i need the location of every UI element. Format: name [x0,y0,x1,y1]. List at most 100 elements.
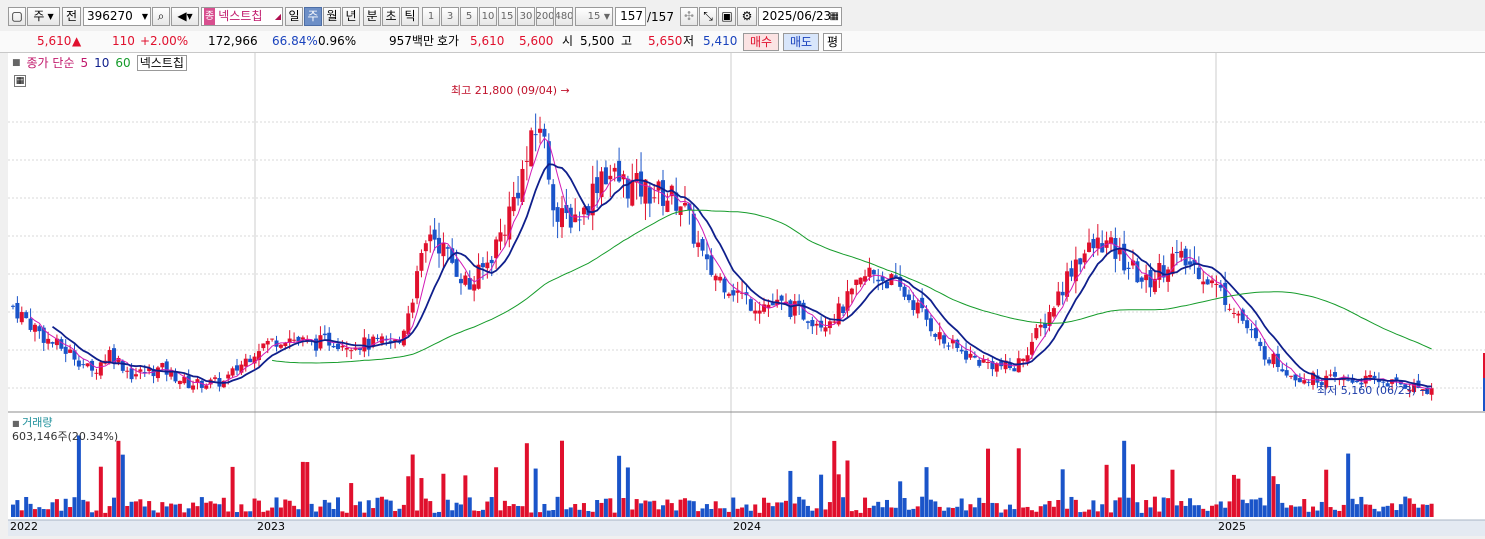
interval-button[interactable]: 480 [555,7,573,26]
period-tick-button[interactable]: 틱 [401,7,419,26]
volume-bar [573,504,578,517]
interval-button[interactable]: 200 [536,7,554,26]
candle-body [278,344,283,348]
gear-icon[interactable]: ⚙ [737,7,757,26]
volume-bar [520,506,525,517]
candle-body [573,214,578,223]
candle-body [726,293,731,296]
window-icon[interactable]: ▢ [8,7,26,26]
low-label: 저 [683,34,695,48]
candle-body [169,369,174,377]
candle-body [1429,388,1434,395]
volume-bar [1262,505,1267,517]
zoom-icon[interactable]: ⤡ [699,7,717,26]
volume-bar [748,510,753,517]
volume-bar [85,501,90,517]
period-day-button[interactable]: 일 [285,7,303,26]
candlestick-chart[interactable] [8,53,1485,536]
period-week-button[interactable]: 주 [304,7,322,26]
candle-body [1394,377,1399,380]
calendar-icon[interactable]: ▦ [829,11,839,22]
volume-bar [1412,503,1417,517]
volume-bar [542,503,547,517]
candle-body [1056,291,1061,306]
buy-button[interactable]: 매수 [743,33,779,51]
volume-bar [454,502,459,517]
volume-bar [986,448,991,517]
candle-body [1025,355,1030,362]
candle-body [1258,341,1263,347]
count-select[interactable]: 15 ▼ [575,7,613,26]
prev-button[interactable]: 전 [62,7,81,26]
interval-button[interactable]: 10 [479,7,497,26]
volume-bar [401,504,406,517]
volume-bar [1135,502,1140,517]
ma60-line [272,209,1432,364]
volume-bar [1091,500,1096,517]
sell-button[interactable]: 매도 [783,33,819,51]
volume-bar [1104,464,1109,517]
volume-title: ■ 거래량 [12,414,52,430]
position-input[interactable]: 157 [615,7,646,26]
interval-button[interactable]: 30 [517,7,535,26]
volume-bar [1416,507,1421,517]
volume-bar [639,503,644,517]
candle-body [1231,312,1236,314]
volume-bar [858,512,863,517]
candle-body [226,374,231,379]
volume-bar [766,502,771,517]
volume-bar [489,497,494,517]
candle-body [322,333,327,336]
volume-bar [1139,512,1144,517]
legend-ma5: 5 [80,56,89,70]
volume-bar [393,511,398,517]
candle-body [1183,248,1188,266]
volume-bar [415,510,420,517]
volume-bar [876,501,881,517]
candle-body [964,350,969,360]
candle-body [147,368,152,372]
chevron-down-icon[interactable]: ▼ [141,12,148,21]
interval-button[interactable]: 5 [460,7,478,26]
speaker-icon[interactable]: ◀▾ [171,7,199,26]
search-icon[interactable]: ⌕ [152,7,170,26]
volume-bar [775,502,780,517]
average-button[interactable]: 평 [823,33,842,51]
candle-body [1029,341,1034,355]
grid-toggle-icon[interactable]: ▦ [14,75,26,87]
volume-bar [11,504,15,517]
interval-button[interactable]: 3 [441,7,459,26]
period-second-button[interactable]: 초 [382,7,400,26]
candle-body [1332,372,1337,377]
candle-body [221,380,226,388]
date-input[interactable]: 2025/06/23 ▦ [758,7,842,26]
candle-body [1038,324,1043,328]
stock-name-field[interactable]: 종 넥스트칩 ◢ [201,7,283,26]
period-minute-button[interactable]: 분 [363,7,381,26]
candle-body [415,271,420,299]
volume-bar [608,498,613,517]
volume-bar [1003,509,1008,517]
candle-body [977,359,982,366]
candle-body [1236,313,1241,316]
volume-bar [309,503,314,517]
x-label: 2024 [733,520,761,533]
candle-body [1412,383,1417,392]
save-icon[interactable]: ▣ [718,7,736,26]
volume-bar [797,496,802,517]
period-month-button[interactable]: 월 [323,7,341,26]
candle-body [182,376,187,384]
market-select[interactable]: 주 ▼ [27,7,60,26]
period-year-button[interactable]: 년 [342,7,360,26]
code-input[interactable]: 396270 ▼ [83,7,151,26]
interval-button[interactable]: 15 [498,7,516,26]
candle-body [542,128,547,137]
chart-panel[interactable] [8,53,1485,536]
candle-body [239,364,244,373]
interval-button[interactable]: 1 [422,7,440,26]
change-percent: +2.00% [140,34,189,48]
volume-bar [353,505,358,517]
candle-body [81,364,86,366]
crosshair-icon[interactable]: ✣ [680,7,698,26]
volume-bar [924,467,929,517]
